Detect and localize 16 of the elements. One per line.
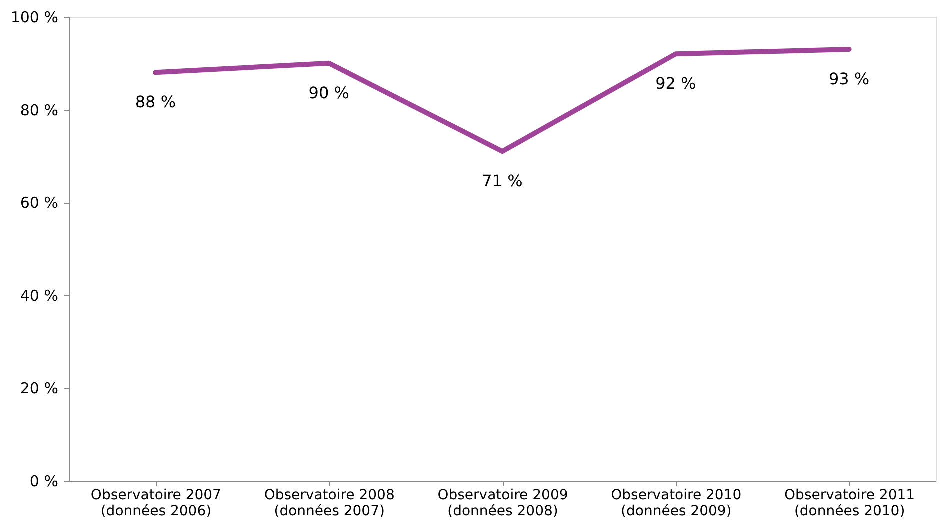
y-tick-label: 100 %: [10, 8, 58, 26]
data-label: 88 %: [135, 92, 176, 112]
x-tick-label: Observatoire 2011 (données 2010): [784, 488, 916, 520]
data-label: 93 %: [828, 69, 870, 88]
y-tick-label: 0 %: [30, 472, 58, 490]
x-tick-label: Observatoire 2007 (données 2006): [90, 488, 222, 520]
x-tick-label: Observatoire 2010 (données 2009): [611, 488, 742, 520]
y-tick-label: 20 %: [20, 380, 58, 398]
data-label: 90 %: [308, 83, 350, 102]
data-label: 71 %: [482, 172, 523, 191]
x-tick-label: Observatoire 2009 (données 2008): [438, 488, 568, 520]
y-tick-label: 60 %: [20, 194, 58, 212]
data-label: 92 %: [656, 74, 696, 94]
y-tick-label: 80 %: [20, 101, 58, 120]
x-tick-label: Observatoire 2008 (données 2007): [264, 488, 395, 520]
y-tick-label: 40 %: [20, 286, 58, 305]
